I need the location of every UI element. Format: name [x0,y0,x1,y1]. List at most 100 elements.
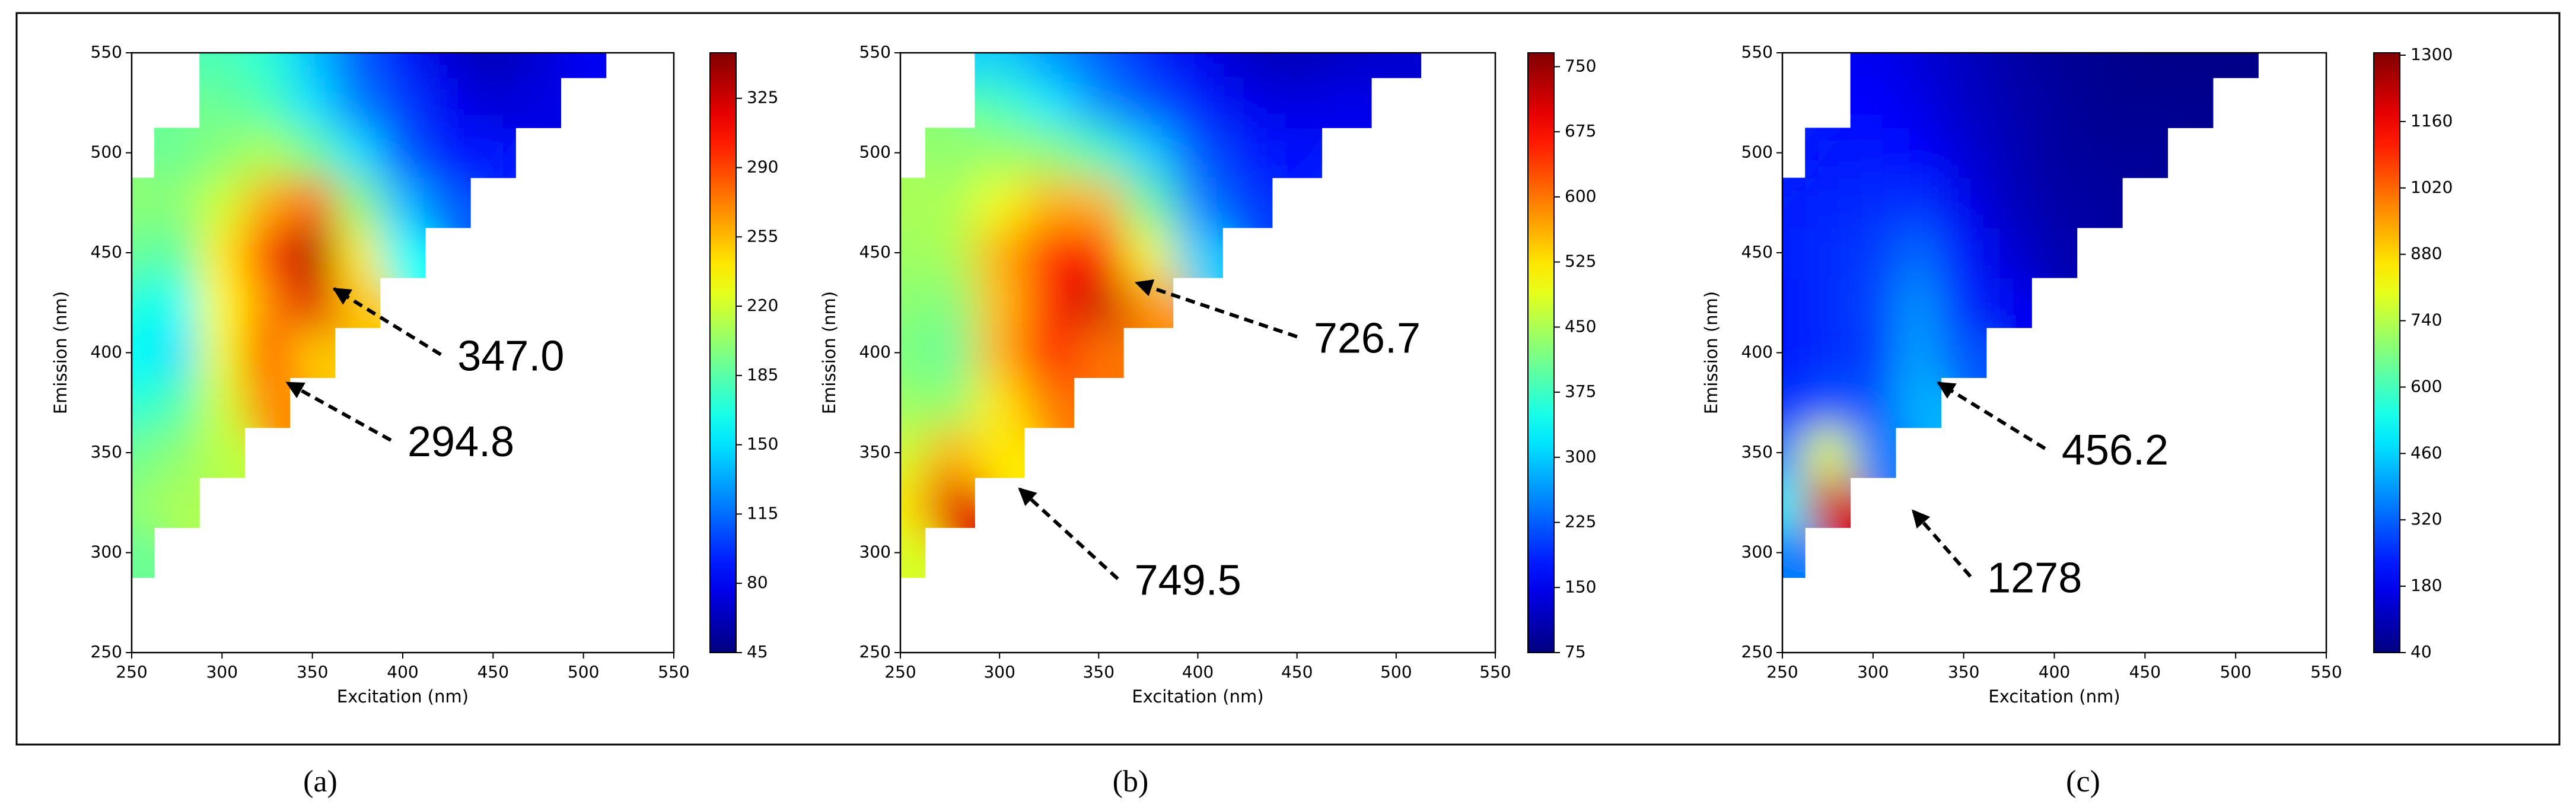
heat-cell [199,377,246,428]
heatmap-cells [1782,53,2259,578]
heat-cell [1896,128,1942,179]
colorbar-tick-label: 150 [1565,577,1596,596]
y-tick-label: 400 [859,342,891,362]
y-tick-label: 350 [91,442,122,462]
heat-cell [2077,177,2123,228]
x-tick-label: 250 [884,662,916,682]
heat-cell [289,177,336,228]
heat-cell [1371,53,1422,79]
heatmap-area [1782,53,2259,578]
heat-cell [154,427,200,479]
heat-cell [425,78,472,129]
heat-cell [900,177,926,228]
panel-label: (b) [1113,765,1149,799]
panel: 250 300 350 400 450 500 550 250 300 350 400 450 500 5… [50,42,778,799]
heat-cell [1222,78,1273,129]
x-tick-label: 350 [1948,662,1979,682]
heat-cell [975,377,1025,428]
x-tick-label: 450 [2129,662,2161,682]
y-tick-label: 350 [859,442,891,462]
heat-cell [244,377,291,428]
heat-cell [1850,53,1897,79]
heat-cell [289,327,336,379]
heat-cell [425,128,472,179]
heat-cell [289,78,336,129]
colorbar-tick-label: 290 [747,157,778,177]
heat-cell [900,227,926,279]
heat-cell [900,427,926,479]
heat-cell [289,227,336,279]
heat-cell [1850,278,1897,329]
panel: 250 300 350 400 450 500 550 250 300 350 400 450 500 5… [1701,42,2453,799]
heat-cell [1896,78,1942,129]
heat-cell [1896,177,1942,228]
colorbar-tick-label: 300 [1565,447,1596,466]
y-tick-label: 550 [1741,42,1773,62]
heat-cell [425,177,472,228]
heat-cell [380,53,426,79]
heat-cell [2031,53,2078,79]
colorbar-tick-label: 1300 [2411,44,2453,64]
heatmap-cells [900,53,1422,578]
heat-cell [199,227,246,279]
heat-cell [470,53,517,79]
heat-cell [1896,377,1942,428]
colorbar-tick-label: 740 [2411,310,2442,330]
heat-cell [1222,177,1273,228]
heat-cell [1074,278,1125,329]
heat-cell [900,527,926,578]
x-tick-label: 250 [116,662,147,682]
heat-cell [2122,78,2169,129]
heat-cell [1272,53,1323,79]
heat-cell [1782,377,1806,428]
colorbar [2373,52,2400,653]
heat-cell [132,177,155,228]
heat-cell [2122,53,2169,79]
heat-cell [1123,78,1174,129]
heat-cell [244,78,291,129]
heat-cell [975,278,1025,329]
heat-cell [244,177,291,228]
heat-cell [2077,128,2123,179]
heat-cell [199,327,246,379]
heat-cell [1024,78,1075,129]
heat-cell [132,227,155,279]
heat-cell [199,427,246,479]
y-tick-label: 550 [91,42,122,62]
heat-cell [1782,227,1806,279]
heat-cell [1024,227,1075,279]
heat-cell [1074,128,1125,179]
heat-cell [1782,278,1806,329]
heat-cell [925,128,976,179]
heat-cell [380,128,426,179]
panel-label: (a) [303,765,337,799]
heat-cell [2031,227,2078,279]
heat-cell [975,427,1025,479]
colorbar-tick-label: 150 [747,434,778,454]
x-tick-label: 350 [297,662,328,682]
y-tick-label: 300 [1741,542,1773,562]
heat-cell [470,78,517,129]
heat-cell [1986,278,2033,329]
heat-cell [1173,177,1224,228]
heat-cell [1074,227,1125,279]
heat-cell [1986,128,2033,179]
figure-frame [15,12,2561,746]
colorbar-tick-label: 600 [2411,376,2442,396]
peak-label: 347.0 [457,333,564,380]
x-tick-label: 300 [206,662,238,682]
heat-cell [132,327,155,379]
heat-cell [1896,278,1942,329]
heat-cell [1850,177,1897,228]
heat-cell [2031,177,2078,228]
y-tick-label: 550 [859,42,891,62]
heat-cell [2212,53,2259,79]
y-tick-label: 250 [1741,642,1773,661]
heat-cell [925,427,976,479]
heat-cell [1896,327,1942,379]
heat-cell [975,128,1025,179]
heat-cell [1024,278,1075,329]
peak-label: 726.7 [1314,315,1421,362]
heat-cell [380,227,426,279]
colorbar-tick-label: 675 [1565,121,1596,141]
